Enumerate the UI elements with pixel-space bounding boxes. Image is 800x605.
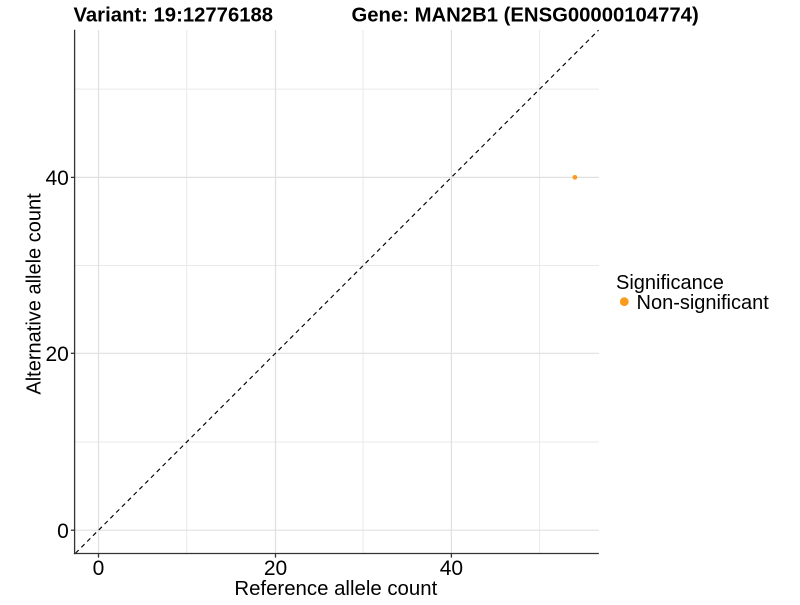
svg-text:Significance: Significance	[616, 272, 724, 294]
svg-text:20: 20	[264, 557, 287, 580]
svg-text:40: 40	[440, 557, 463, 580]
svg-text:Alternative allele count: Alternative allele count	[23, 193, 45, 395]
svg-text:20: 20	[45, 343, 68, 366]
svg-text:Reference allele count: Reference allele count	[234, 578, 437, 600]
svg-text:Non-significant: Non-significant	[637, 292, 770, 314]
svg-text:Gene: MAN2B1 (ENSG00000104774): Gene: MAN2B1 (ENSG00000104774)	[352, 5, 699, 27]
svg-text:Variant: 19:12776188: Variant: 19:12776188	[74, 5, 274, 27]
svg-text:0: 0	[93, 557, 105, 580]
svg-text:40: 40	[45, 167, 68, 190]
svg-text:0: 0	[57, 520, 69, 543]
